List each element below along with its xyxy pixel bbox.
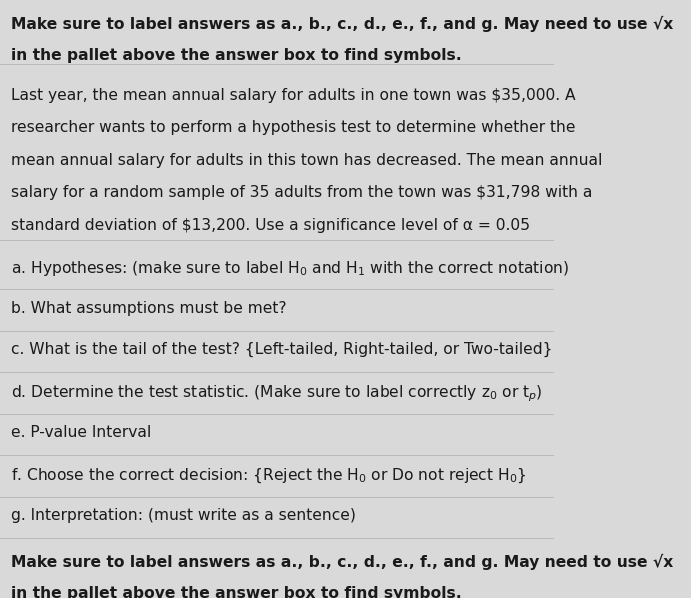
Text: in the pallet above the answer box to find symbols.: in the pallet above the answer box to fi… — [11, 48, 462, 63]
Text: standard deviation of $13,200. Use a significance level of α = 0.05: standard deviation of $13,200. Use a sig… — [11, 218, 530, 233]
Text: f. Choose the correct decision: {Reject the H$_0$ or Do not reject H$_0$}: f. Choose the correct decision: {Reject … — [11, 466, 527, 485]
Text: Last year, the mean annual salary for adults in one town was $35,000. A: Last year, the mean annual salary for ad… — [11, 88, 576, 103]
Text: salary for a random sample of 35 adults from the town was $31,798 with a: salary for a random sample of 35 adults … — [11, 185, 592, 200]
Text: mean annual salary for adults in this town has decreased. The mean annual: mean annual salary for adults in this to… — [11, 153, 603, 168]
Text: in the pallet above the answer box to find symbols.: in the pallet above the answer box to fi… — [11, 587, 462, 598]
Text: c. What is the tail of the test? {Left-tailed, Right-tailed, or Two-tailed}: c. What is the tail of the test? {Left-t… — [11, 342, 553, 357]
Text: b. What assumptions must be met?: b. What assumptions must be met? — [11, 301, 287, 316]
Text: g. Interpretation: (must write as a sentence): g. Interpretation: (must write as a sent… — [11, 508, 356, 523]
Text: a. Hypotheses: (make sure to label H$_0$ and H$_1$ with the correct notation): a. Hypotheses: (make sure to label H$_0$… — [11, 259, 569, 278]
Text: e. P-value Interval: e. P-value Interval — [11, 425, 151, 440]
Text: researcher wants to perform a hypothesis test to determine whether the: researcher wants to perform a hypothesis… — [11, 120, 576, 136]
Text: Make sure to label answers as a., b., c., d., e., f., and g. May need to use √x: Make sure to label answers as a., b., c.… — [11, 16, 673, 32]
Text: Make sure to label answers as a., b., c., d., e., f., and g. May need to use √x: Make sure to label answers as a., b., c.… — [11, 554, 673, 570]
Text: d. Determine the test statistic. (Make sure to label correctly z$_0$ or t$_p$): d. Determine the test statistic. (Make s… — [11, 383, 542, 404]
